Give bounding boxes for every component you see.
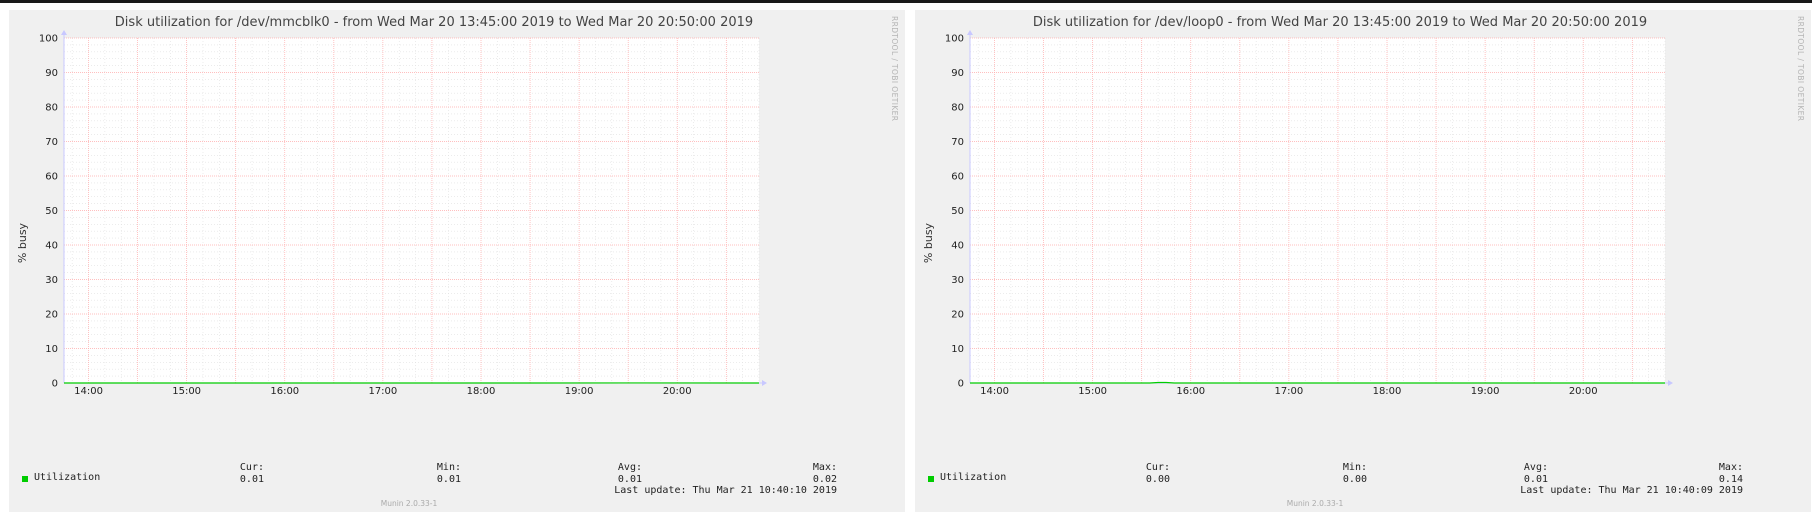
y-tick-label: 50 <box>45 206 58 217</box>
y-tick-label: 50 <box>951 206 964 217</box>
rrdtool-watermark: RRDTOOL / TOBI OETIKER <box>1796 16 1805 122</box>
x-axis-arrow <box>762 380 767 386</box>
stat-min-label: Min: <box>1342 462 1367 473</box>
chart-plot-svg: 0 10 20 30 40 50 60 70 80 90 100 14:00 15:00 16:00 17:… <box>39 30 767 397</box>
x-tick-label: 14:00 <box>74 386 103 397</box>
x-tick-label: 20:00 <box>663 386 692 397</box>
y-tick-label: 70 <box>951 137 964 148</box>
stat-cur-value: 0.00 <box>1145 474 1170 485</box>
stat-avg-label: Avg: <box>617 462 642 473</box>
y-tick-label: 100 <box>945 34 964 45</box>
legend-swatch-icon <box>928 476 934 482</box>
y-tick-label: 40 <box>951 241 964 252</box>
x-axis-arrow <box>1668 380 1673 386</box>
y-tick-label: 20 <box>45 310 58 321</box>
rrdtool-watermark: RRDTOOL / TOBI OETIKER <box>890 16 899 122</box>
x-tick-label: 20:00 <box>1569 386 1598 397</box>
y-tick-label: 0 <box>52 379 58 390</box>
stat-max-value: 0.14 <box>1718 474 1743 485</box>
stat-cur-label: Cur: <box>239 462 264 473</box>
stat-avg-value: 0.01 <box>617 474 642 485</box>
y-tick-label: 20 <box>951 310 964 321</box>
chart-title: Disk utilization for /dev/loop0 - from W… <box>1032 15 1648 30</box>
stat-cur-label: Cur: <box>1145 462 1170 473</box>
x-tick-label: 18:00 <box>467 386 496 397</box>
stat-min-value: 0.01 <box>436 474 461 485</box>
munin-version: Munin 2.0.33-1 <box>1286 499 1344 508</box>
y-tick-label: 10 <box>951 344 964 355</box>
chart-panel-mmcblk0: 0 10 20 30 40 50 60 70 80 90 100 14:00 15:00 16:00 17:… <box>9 10 905 512</box>
chart-plot-svg: 0 10 20 30 40 50 60 70 80 90 100 14:00 15:00 16:00 17:… <box>945 30 1673 397</box>
x-tick-label: 17:00 <box>1274 386 1303 397</box>
munin-version: Munin 2.0.33-1 <box>380 499 438 508</box>
x-tick-label: 18:00 <box>1373 386 1402 397</box>
x-tick-label: 16:00 <box>1176 386 1205 397</box>
y-tick-label: 80 <box>45 103 58 114</box>
chart-title: Disk utilization for /dev/mmcblk0 - from… <box>114 15 754 30</box>
y-tick-label: 30 <box>45 275 58 286</box>
plot-area <box>64 38 759 383</box>
x-tick-label: 15:00 <box>172 386 201 397</box>
y-tick-label: 100 <box>39 34 58 45</box>
stat-max-value: 0.02 <box>812 474 837 485</box>
y-tick-label: 60 <box>45 172 58 183</box>
legend-label: Utilization <box>940 472 1007 483</box>
y-tick-label: 0 <box>958 379 964 390</box>
chart-panel-loop0: 0 10 20 30 40 50 60 70 80 90 100 14:00 15:00 16:00 17:… <box>915 10 1811 512</box>
y-axis-label: % busy <box>922 222 935 264</box>
last-update: Last update: Thu Mar 21 10:40:10 2019 <box>614 485 837 496</box>
x-tick-label: 17:00 <box>368 386 397 397</box>
stat-cur-value: 0.01 <box>239 474 264 485</box>
plot-area <box>970 38 1665 383</box>
stat-avg-label: Avg: <box>1523 462 1548 473</box>
stat-min-label: Min: <box>436 462 461 473</box>
y-tick-label: 30 <box>951 275 964 286</box>
stat-max-label: Max: <box>1718 462 1743 473</box>
y-axis-arrow <box>967 30 973 35</box>
legend-label: Utilization <box>34 472 101 483</box>
y-tick-label: 60 <box>951 172 964 183</box>
y-axis-arrow <box>61 30 67 35</box>
stat-avg-value: 0.01 <box>1523 474 1548 485</box>
last-update: Last update: Thu Mar 21 10:40:09 2019 <box>1520 485 1743 496</box>
x-tick-label: 16:00 <box>270 386 299 397</box>
legend-swatch-icon <box>22 476 28 482</box>
x-tick-label: 14:00 <box>980 386 1009 397</box>
x-tick-label: 19:00 <box>565 386 594 397</box>
y-tick-label: 80 <box>951 103 964 114</box>
stat-max-label: Max: <box>812 462 837 473</box>
y-tick-label: 90 <box>951 68 964 79</box>
top-border <box>0 0 1812 3</box>
stat-min-value: 0.00 <box>1342 474 1367 485</box>
x-tick-label: 19:00 <box>1471 386 1500 397</box>
y-tick-label: 10 <box>45 344 58 355</box>
y-tick-label: 90 <box>45 68 58 79</box>
y-tick-label: 70 <box>45 137 58 148</box>
y-axis-label: % busy <box>16 222 29 264</box>
x-tick-label: 15:00 <box>1078 386 1107 397</box>
y-tick-label: 40 <box>45 241 58 252</box>
